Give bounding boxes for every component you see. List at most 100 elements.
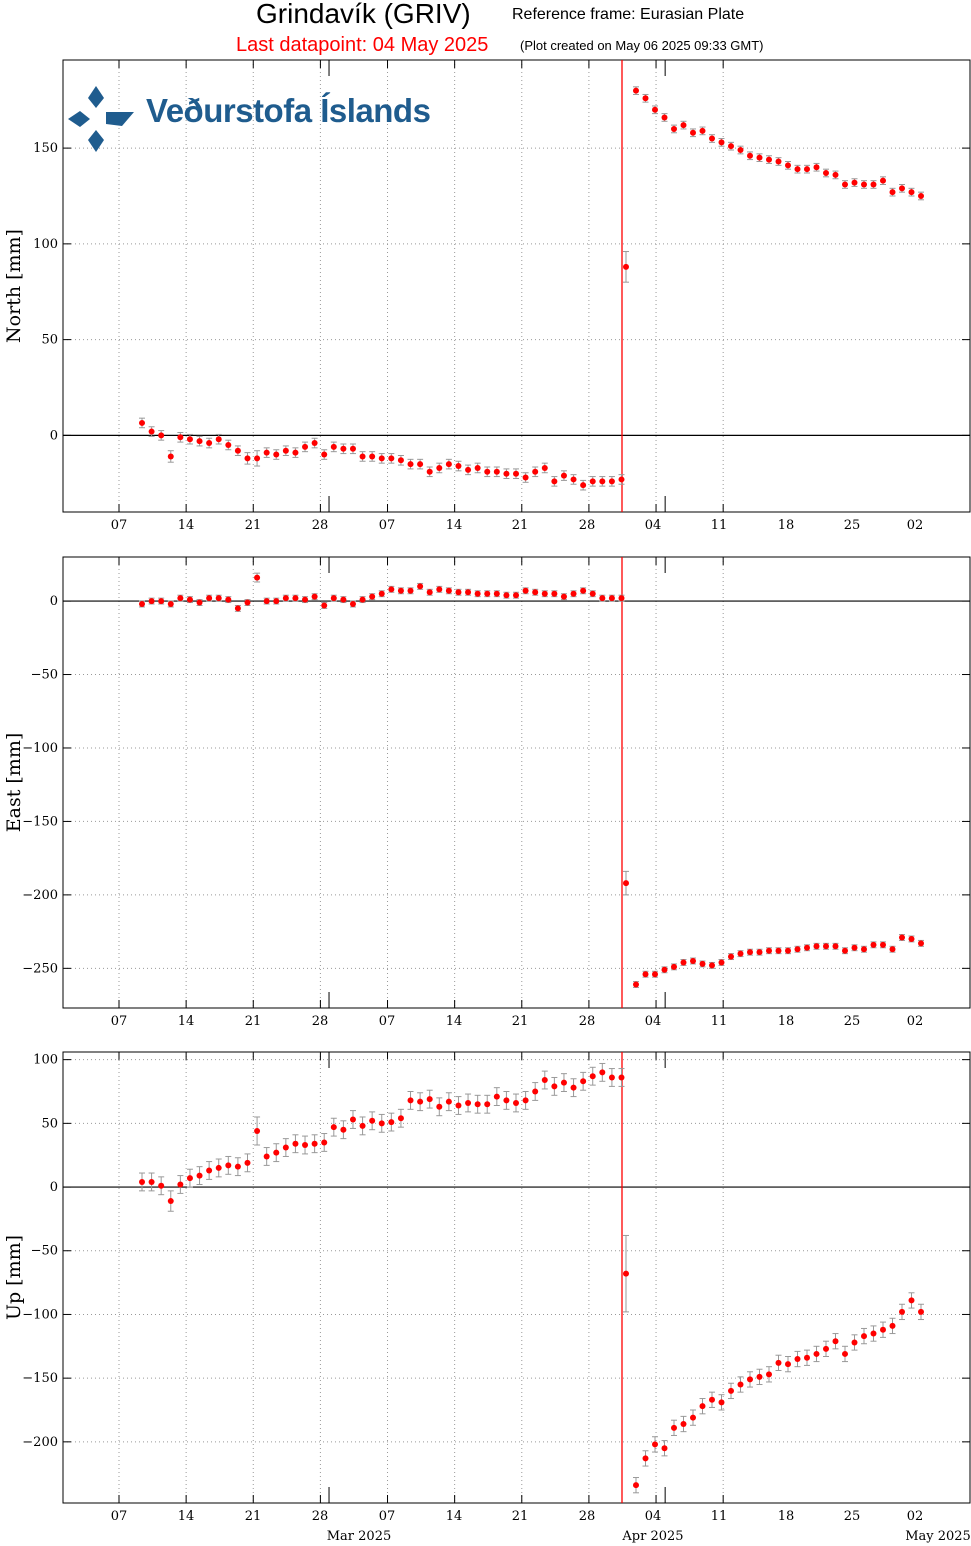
- data-point: [139, 601, 145, 608]
- data-point: [671, 125, 677, 132]
- data-point: [417, 583, 424, 590]
- data-point: [766, 947, 772, 954]
- data-point: [465, 1099, 472, 1106]
- data-point: [580, 482, 587, 489]
- data-point: [618, 1074, 625, 1081]
- data-point: [254, 455, 261, 462]
- y-tick-label: −200: [22, 1435, 58, 1450]
- data-point: [158, 432, 165, 439]
- x-tick-label: 18: [778, 1509, 795, 1524]
- data-point: [570, 476, 577, 483]
- data-point: [484, 468, 491, 475]
- data-point: [445, 461, 452, 468]
- data-point: [349, 445, 356, 452]
- data-point: [642, 971, 649, 978]
- x-tick-label: 28: [579, 1509, 596, 1524]
- data-point: [234, 1163, 241, 1170]
- data-point: [908, 189, 915, 196]
- data-point: [889, 946, 896, 953]
- x-tick-label: 28: [312, 1509, 329, 1524]
- data-point: [292, 449, 299, 456]
- x-tick-label: 18: [778, 1014, 795, 1029]
- y-tick-label: 0: [50, 428, 58, 443]
- data-point: [699, 1403, 706, 1410]
- data-point: [254, 574, 261, 581]
- data-point: [580, 587, 587, 594]
- data-point: [661, 966, 668, 973]
- data-point: [455, 463, 462, 470]
- x-tick-label: 28: [312, 518, 329, 533]
- data-point: [541, 1077, 548, 1084]
- data-point: [599, 478, 606, 485]
- last-datapoint-label: Last datapoint: 04 May 2025: [236, 34, 489, 56]
- data-point: [618, 476, 625, 483]
- data-point: [522, 474, 529, 481]
- y-tick-label: −200: [22, 888, 58, 903]
- data-point: [513, 1099, 520, 1106]
- data-point: [234, 605, 241, 612]
- data-point: [842, 947, 848, 954]
- data-point: [148, 428, 155, 435]
- data-point: [388, 586, 395, 593]
- data-point: [311, 1140, 318, 1147]
- y-tick-label: 100: [33, 237, 58, 252]
- data-point: [541, 464, 548, 471]
- data-point: [880, 177, 886, 184]
- data-point: [899, 1308, 905, 1315]
- data-point: [652, 106, 658, 113]
- data-point: [813, 1350, 820, 1357]
- data-point: [244, 599, 251, 606]
- y-tick-label: 50: [41, 333, 58, 348]
- data-point: [599, 1069, 606, 1076]
- data-point: [225, 441, 232, 448]
- data-point: [718, 139, 725, 146]
- data-point: [832, 943, 839, 950]
- data-point: [407, 587, 414, 594]
- data-point: [186, 1175, 193, 1182]
- x-tick-label: 14: [446, 518, 463, 533]
- data-point: [880, 941, 886, 948]
- data-point: [570, 590, 577, 597]
- y-tick-label: 0: [50, 1180, 58, 1195]
- x-tick-label: 02: [907, 1509, 924, 1524]
- data-point: [177, 595, 184, 602]
- data-point: [623, 880, 629, 887]
- data-point: [661, 1445, 668, 1452]
- data-point: [804, 944, 810, 951]
- data-point: [785, 947, 791, 954]
- data-point: [417, 1098, 424, 1105]
- x-tick-label: 14: [178, 1014, 195, 1029]
- data-point: [661, 114, 668, 121]
- data-point: [918, 192, 924, 199]
- x-tick-label: 11: [711, 1509, 728, 1524]
- data-point: [851, 1339, 858, 1346]
- data-point: [349, 1116, 356, 1123]
- data-point: [889, 189, 896, 196]
- data-point: [445, 1098, 452, 1105]
- data-point: [889, 1322, 896, 1329]
- data-point: [302, 443, 309, 450]
- data-point: [618, 595, 625, 602]
- data-point: [503, 1097, 510, 1104]
- data-point: [541, 590, 548, 597]
- data-point: [756, 154, 763, 161]
- data-point: [918, 940, 924, 947]
- data-point: [642, 95, 649, 102]
- x-tick-label: 28: [312, 1014, 329, 1029]
- data-point: [292, 1140, 299, 1147]
- data-point: [737, 950, 744, 957]
- data-point: [503, 470, 510, 477]
- data-point: [215, 595, 222, 602]
- data-point: [465, 466, 472, 473]
- data-point: [206, 440, 213, 447]
- data-point: [775, 947, 782, 954]
- data-point: [273, 1149, 280, 1156]
- x-tick-label: 25: [844, 1014, 861, 1029]
- data-point: [282, 1144, 289, 1151]
- data-point: [513, 592, 520, 599]
- data-point: [551, 1083, 558, 1090]
- data-point: [680, 122, 687, 129]
- data-point: [794, 166, 801, 173]
- data-point: [813, 164, 820, 171]
